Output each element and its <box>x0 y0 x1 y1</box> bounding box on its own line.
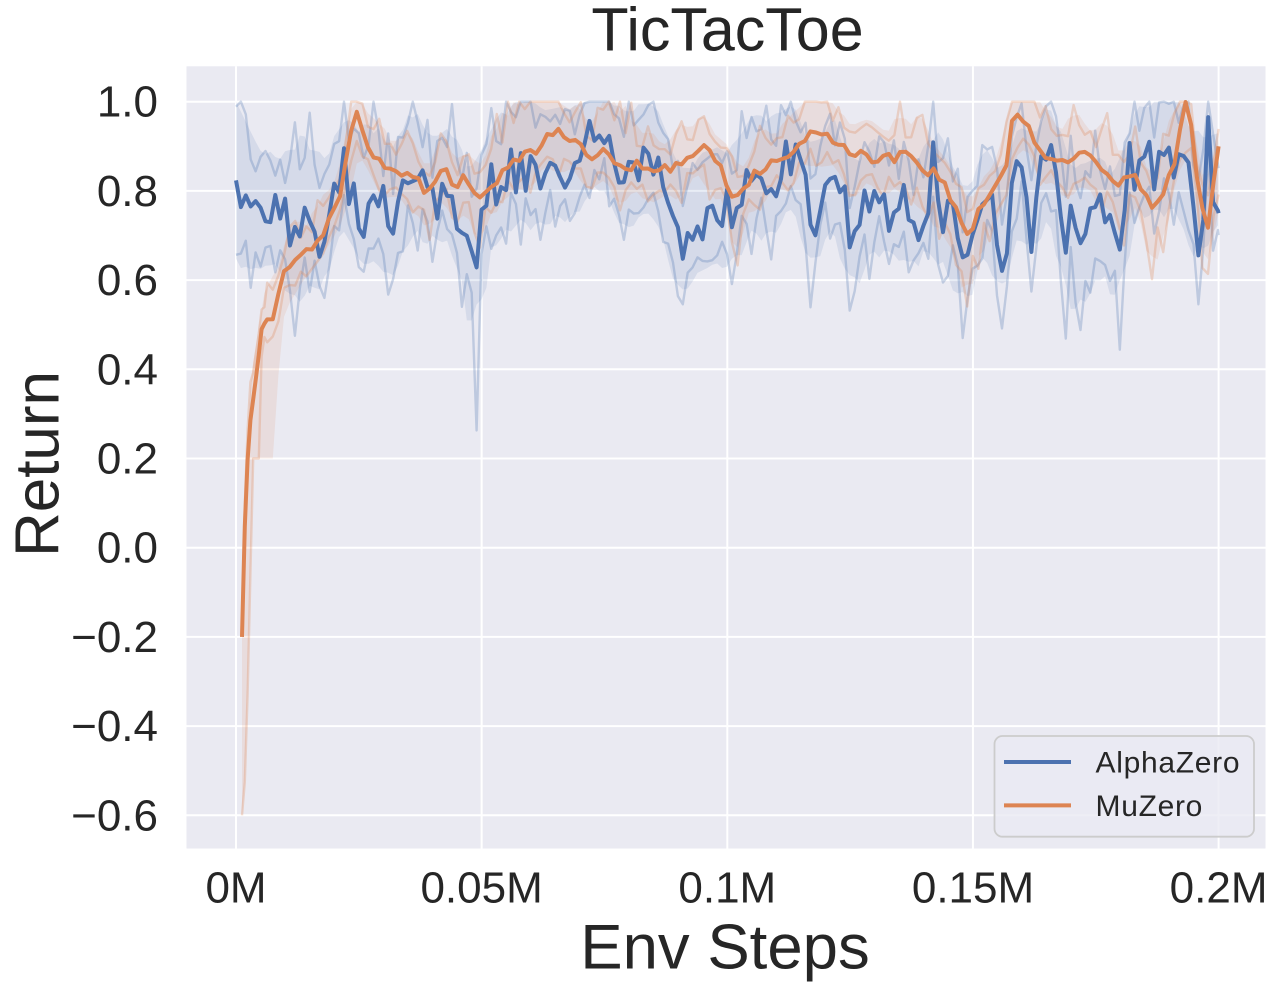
svg-text:0.4: 0.4 <box>97 345 158 394</box>
svg-text:0.2M: 0.2M <box>1170 864 1268 913</box>
svg-text:Return: Return <box>4 371 73 557</box>
svg-text:0.8: 0.8 <box>97 167 158 216</box>
svg-text:0.0: 0.0 <box>97 524 158 573</box>
svg-text:0.2: 0.2 <box>97 435 158 484</box>
svg-text:1.0: 1.0 <box>97 78 158 127</box>
svg-text:−0.2: −0.2 <box>71 613 158 662</box>
svg-text:TicTacToe: TicTacToe <box>591 0 863 64</box>
svg-text:0M: 0M <box>205 864 266 913</box>
svg-text:0.1M: 0.1M <box>678 864 776 913</box>
svg-text:0.05M: 0.05M <box>420 864 542 913</box>
svg-text:MuZero: MuZero <box>1096 790 1204 823</box>
svg-text:0.6: 0.6 <box>97 256 158 305</box>
svg-text:AlphaZero: AlphaZero <box>1096 747 1241 780</box>
svg-text:−0.6: −0.6 <box>71 791 158 840</box>
svg-text:0.15M: 0.15M <box>912 864 1034 913</box>
svg-text:Env Steps: Env Steps <box>580 912 869 982</box>
svg-text:−0.4: −0.4 <box>71 702 158 751</box>
